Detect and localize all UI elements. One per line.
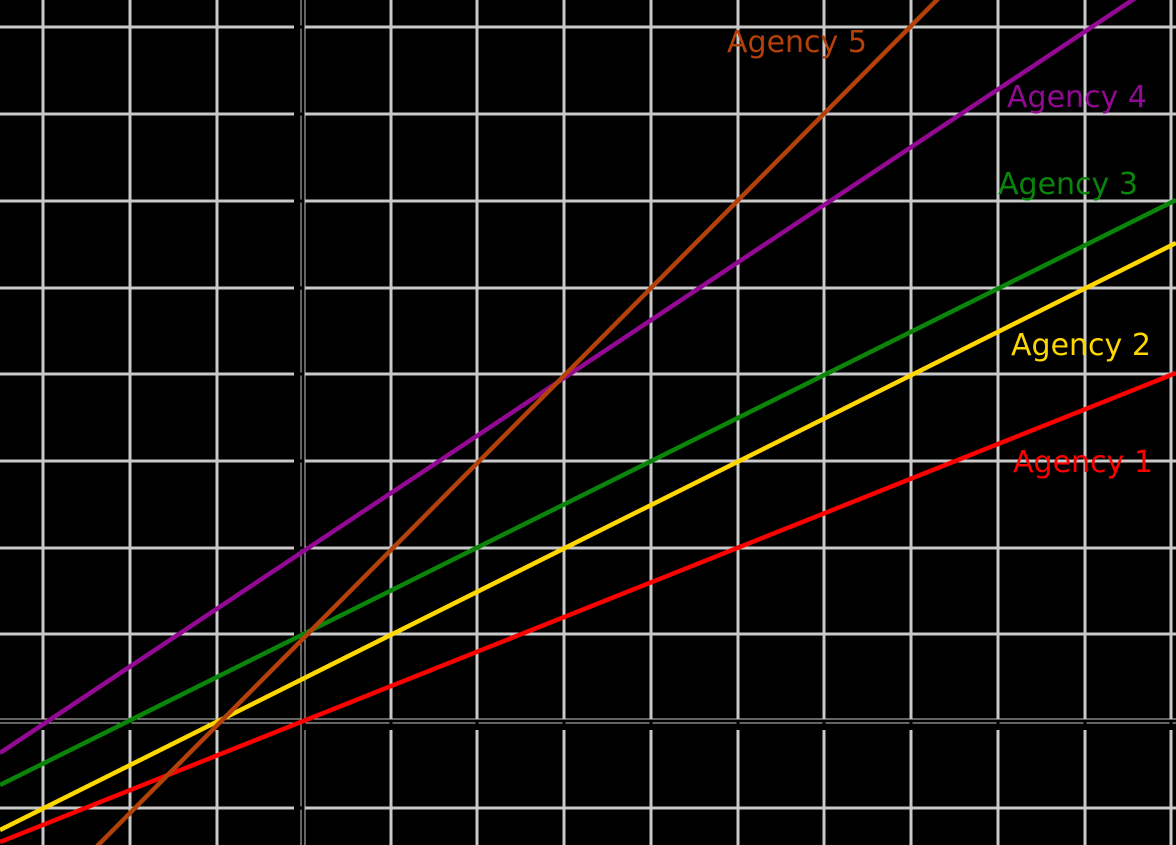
series-line-agency-3 bbox=[0, 197, 1176, 788]
series-label-agency-3: Agency 3 bbox=[998, 167, 1138, 202]
series-line-agency-4 bbox=[0, 0, 1137, 755]
series-labels: Agency 5 Agency 4 Agency 3 Agency 2 Agen… bbox=[727, 25, 1153, 480]
series-label-agency-5: Agency 5 bbox=[727, 25, 867, 60]
series-line-agency-2 bbox=[0, 240, 1176, 833]
series-line-agency-1 bbox=[0, 370, 1176, 845]
series-label-agency-4: Agency 4 bbox=[1007, 80, 1147, 115]
series-label-agency-2: Agency 2 bbox=[1011, 328, 1151, 363]
series-label-agency-1: Agency 1 bbox=[1013, 445, 1153, 480]
